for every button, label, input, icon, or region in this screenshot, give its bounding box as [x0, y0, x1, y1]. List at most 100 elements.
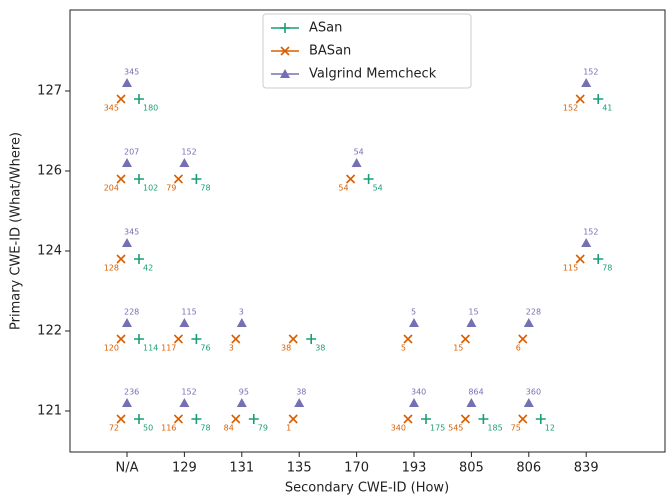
point-label: 545: [448, 424, 463, 433]
point-marker: [191, 334, 202, 344]
point-label: 116: [161, 424, 176, 433]
legend-box: [262, 13, 472, 89]
point-marker: [116, 334, 126, 344]
point-marker: [122, 318, 132, 327]
point-marker: [306, 334, 317, 344]
point-label: 50: [143, 424, 153, 433]
point-marker: [179, 318, 190, 327]
point-marker: [236, 398, 247, 407]
point-label: 345: [124, 228, 139, 237]
point-label: 117: [161, 344, 176, 353]
point-label: 228: [124, 308, 139, 317]
point-label: 78: [200, 184, 210, 193]
point-marker: [122, 158, 132, 167]
point-label: 79: [166, 184, 176, 193]
point-marker: [173, 414, 183, 424]
point-marker: [191, 414, 202, 424]
point-label: 152: [181, 148, 196, 157]
point-marker: [288, 414, 298, 424]
y-tick-label: 126: [37, 164, 62, 179]
point-label: 175: [430, 424, 445, 433]
point-marker: [134, 414, 144, 424]
point-marker: [134, 94, 144, 104]
point-marker: [581, 238, 592, 247]
x-tick-label: 129: [172, 461, 197, 476]
x-tick-label: N/A: [116, 461, 139, 476]
point-marker: [179, 398, 190, 407]
point-marker: [191, 174, 202, 184]
point-label: 3: [229, 344, 234, 353]
point-label: 38: [281, 344, 291, 353]
point-label: 75: [511, 424, 521, 433]
point-label: 6: [516, 344, 521, 353]
y-tick-label: 121: [37, 404, 62, 419]
point-marker: [134, 334, 144, 344]
point-label: 78: [602, 264, 612, 273]
y-tick-label: 122: [37, 324, 62, 339]
point-label: 79: [258, 424, 268, 433]
legend-label: ASan: [309, 21, 342, 36]
point-marker: [294, 398, 305, 407]
point-marker: [421, 414, 431, 424]
point-label: 78: [200, 424, 210, 433]
x-tick-label: 131: [229, 461, 254, 476]
point-marker: [122, 238, 132, 247]
point-label: 185: [487, 424, 502, 433]
point-label: 54: [354, 148, 364, 157]
point-marker: [460, 414, 470, 424]
point-marker: [581, 78, 592, 87]
point-label: 102: [143, 184, 158, 193]
point-label: 5: [411, 308, 416, 317]
point-label: 115: [181, 308, 196, 317]
point-label: 236: [124, 388, 139, 397]
point-marker: [288, 334, 298, 344]
point-marker: [460, 334, 470, 344]
point-marker: [173, 174, 183, 184]
point-label: 152: [583, 68, 598, 77]
point-label: 12: [545, 424, 555, 433]
legend-marker: [280, 69, 290, 78]
x-tick-label: 135: [287, 461, 312, 476]
y-axis-label: Primary CWE-ID (What/Where): [9, 132, 24, 330]
x-axis-label: Secondary CWE-ID (How): [285, 481, 449, 496]
legend-marker: [280, 46, 290, 56]
point-marker: [518, 414, 528, 424]
point-label: 180: [143, 104, 158, 113]
point-label: 5: [401, 344, 406, 353]
point-marker: [346, 174, 356, 184]
y-tick-label: 124: [37, 244, 62, 259]
point-label: 360: [526, 388, 541, 397]
point-marker: [236, 318, 247, 327]
point-marker: [535, 414, 546, 424]
point-label: 15: [468, 308, 478, 317]
point-marker: [575, 254, 585, 264]
point-marker: [116, 94, 126, 104]
point-label: 228: [526, 308, 541, 317]
x-tick-label: 805: [459, 461, 484, 476]
point-marker: [134, 174, 144, 184]
point-label: 120: [104, 344, 119, 353]
point-label: 128: [104, 264, 119, 273]
point-label: 42: [143, 264, 153, 273]
point-label: 76: [200, 344, 210, 353]
point-marker: [466, 318, 477, 327]
point-marker: [523, 398, 534, 407]
x-tick-label: 806: [516, 461, 541, 476]
point-label: 340: [411, 388, 426, 397]
point-marker: [363, 174, 374, 184]
point-label: 84: [224, 424, 234, 433]
point-label: 95: [239, 388, 249, 397]
point-label: 1: [286, 424, 291, 433]
point-marker: [523, 318, 534, 327]
legend-marker: [280, 23, 290, 33]
point-label: 152: [181, 388, 196, 397]
point-marker: [409, 398, 419, 407]
point-marker: [122, 78, 132, 87]
point-marker: [593, 94, 604, 104]
y-tick-label: 127: [37, 84, 62, 99]
x-tick-label: 193: [402, 461, 427, 476]
point-marker: [116, 254, 126, 264]
point-marker: [466, 398, 477, 407]
point-label: 15: [453, 344, 463, 353]
